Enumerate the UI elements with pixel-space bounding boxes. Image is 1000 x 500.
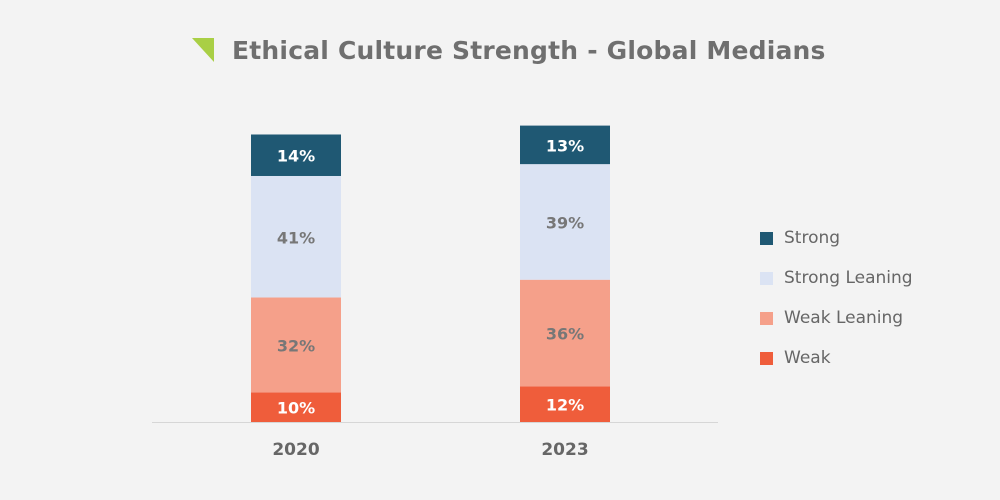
chart-title-row: Ethical Culture Strength - Global Median…	[192, 30, 826, 70]
legend-item-strong-leaning: Strong Leaning	[760, 258, 980, 298]
data-label-strong-2020: 14%	[277, 147, 315, 166]
bar-segment-weak-2020	[251, 392, 341, 422]
data-label-strong-leaning-2023: 39%	[546, 213, 584, 232]
legend-item-weak-leaning: Weak Leaning	[760, 298, 980, 338]
bar-segment-strong-2023	[520, 125, 610, 165]
legend-swatch-weak-leaning	[760, 311, 773, 325]
legend-label-weak-leaning: Weak Leaning	[784, 308, 904, 328]
bar-segment-weak-2023	[520, 386, 610, 422]
legend-label-weak: Weak	[784, 348, 831, 368]
bar-segment-strong-2020	[251, 134, 341, 176]
data-label-weak-2023: 12%	[546, 396, 584, 415]
data-label-weak-leaning-2020: 32%	[277, 336, 315, 355]
data-label-strong-leaning-2020: 41%	[277, 228, 315, 247]
x-tick-label-2023: 2023	[541, 440, 588, 460]
legend-label-strong-leaning: Strong Leaning	[784, 268, 913, 288]
chart-legend: Strong Strong Leaning Weak Leaning Weak	[760, 218, 980, 378]
chart-title: Ethical Culture Strength - Global Median…	[232, 35, 826, 65]
green-triangle-icon	[192, 38, 214, 62]
bar-segment-strong-leaning-2023	[520, 164, 610, 280]
legend-item-strong: Strong	[760, 218, 980, 258]
legend-label-strong: Strong	[784, 228, 841, 248]
bar-segment-weak-leaning-2020	[251, 297, 341, 393]
x-tick-label-2020: 2020	[272, 440, 319, 460]
legend-item-weak: Weak	[760, 338, 980, 378]
legend-swatch-weak	[760, 351, 773, 365]
bar-segment-weak-leaning-2023	[520, 279, 610, 387]
legend-swatch-strong	[760, 231, 773, 245]
data-label-weak-2020: 10%	[277, 399, 315, 418]
data-label-strong-2023: 13%	[546, 136, 584, 155]
bar-segment-strong-leaning-2020	[251, 175, 341, 298]
legend-swatch-strong-leaning	[760, 271, 773, 285]
data-label-weak-leaning-2023: 36%	[546, 325, 584, 344]
